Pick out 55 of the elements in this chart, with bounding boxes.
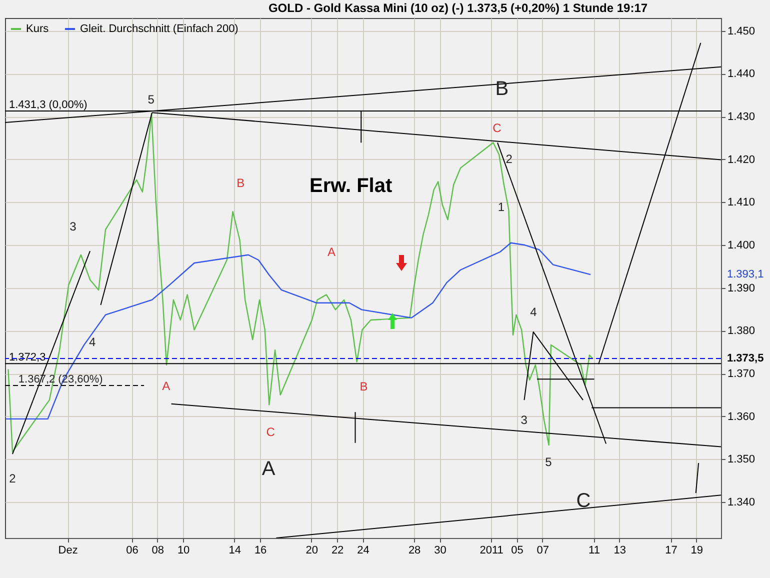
- y-tick-label: 1.380: [728, 325, 756, 338]
- x-tick-label: 20: [306, 544, 318, 556]
- annotation: 2: [506, 152, 513, 166]
- chart-title: GOLD - Gold Kassa Mini (10 oz) (-) 1.373,5 (+0,20%) 1 Stunde 19:17: [268, 1, 648, 15]
- x-tick-label: 17: [665, 544, 678, 556]
- annotation: C: [576, 490, 591, 512]
- annotation: C: [492, 121, 502, 136]
- annotation: B: [360, 380, 368, 394]
- x-tick-label: 13: [614, 544, 626, 556]
- legend-label: Kurs: [26, 23, 50, 35]
- annotation: 5: [545, 455, 552, 470]
- y-tick-label: 1.400: [728, 240, 756, 252]
- annotation: 3: [520, 412, 528, 427]
- x-tick-label: 07: [536, 544, 550, 556]
- ref-line-label: 1.431,3 (0,00%): [9, 98, 88, 111]
- annotation: Erw. Flat: [310, 174, 392, 197]
- x-tick-label: 30: [434, 544, 446, 556]
- annotation: B: [236, 176, 245, 190]
- legend-label: Gleit. Durchschnitt (Einfach 200): [80, 23, 238, 35]
- x-tick-label: 11: [588, 544, 600, 556]
- annotation: 5: [148, 92, 155, 107]
- y-tick-label: 1.440: [728, 68, 756, 80]
- y-tick-label: 1.420: [728, 154, 756, 166]
- ref-line-label: 1.373,5: [727, 352, 764, 365]
- x-tick-label: 2011: [480, 544, 504, 556]
- annotation: A: [162, 379, 170, 394]
- annotation: 3: [70, 220, 77, 234]
- text: 1.393,1: [727, 268, 764, 280]
- y-tick-label: 1.340: [728, 496, 756, 509]
- x-tick-label: Dez: [58, 544, 78, 556]
- x-tick-label: 24: [357, 544, 370, 556]
- x-tick-label: 06: [126, 544, 138, 556]
- y-tick-label: 1.360: [728, 410, 756, 423]
- x-tick-label: 28: [408, 544, 421, 556]
- y-tick-label: 1.390: [728, 282, 756, 294]
- y-tick-label: 1.410: [728, 196, 756, 209]
- annotation: B: [495, 78, 509, 100]
- annotation: 2: [9, 472, 16, 486]
- x-tick-label: 19: [690, 544, 704, 556]
- annotation: 4: [530, 304, 538, 319]
- annotation: C: [266, 424, 276, 439]
- annotation: 4: [89, 334, 96, 349]
- x-tick-label: 14: [228, 544, 242, 556]
- x-tick-label: 16: [254, 544, 267, 556]
- annotation: A: [327, 245, 336, 259]
- annotation: 1: [498, 200, 505, 214]
- x-tick-label: 05: [511, 544, 524, 556]
- x-tick-label: 08: [152, 544, 164, 556]
- y-tick-label: 1.350: [728, 454, 756, 466]
- x-tick-label: 10: [177, 544, 190, 556]
- y-tick-label: 1.430: [728, 111, 756, 124]
- annotation: A: [262, 458, 276, 480]
- y-tick-label: 1.370: [728, 368, 756, 380]
- x-tick-label: 22: [331, 544, 344, 556]
- y-tick-label: 1.450: [728, 25, 756, 38]
